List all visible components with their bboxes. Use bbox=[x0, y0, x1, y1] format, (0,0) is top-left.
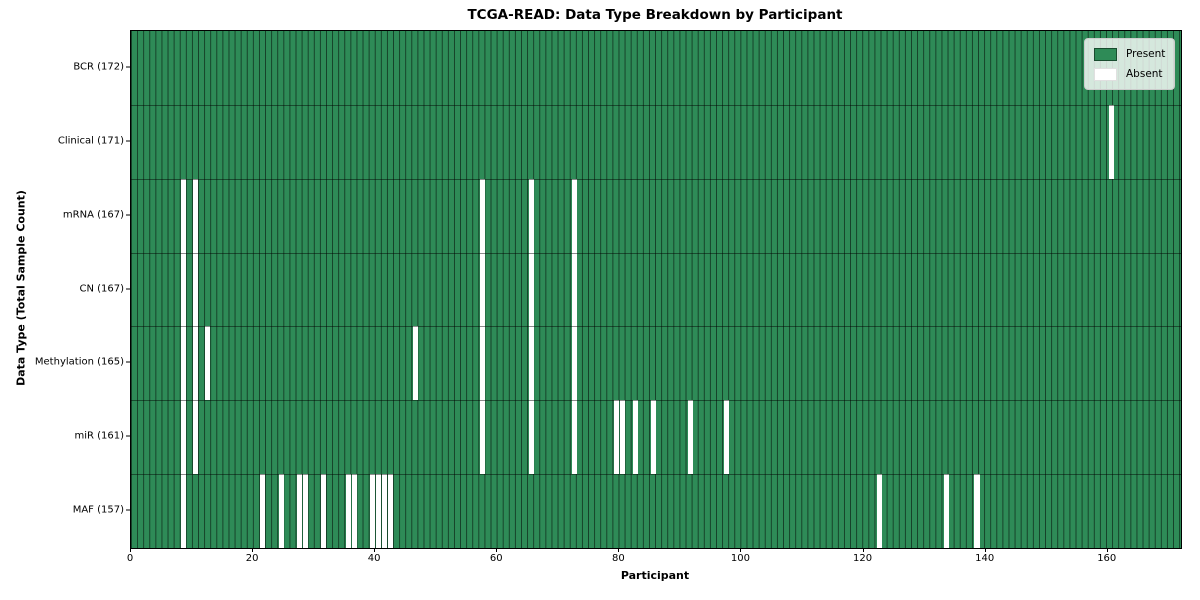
absent-bar bbox=[528, 326, 534, 401]
absent-bar bbox=[193, 400, 199, 475]
absent-bar bbox=[650, 400, 656, 475]
absent-bar bbox=[614, 400, 620, 475]
absent-bar bbox=[571, 400, 577, 475]
x-tick-mark bbox=[130, 548, 131, 552]
x-tick-mark bbox=[252, 548, 254, 552]
absent-bar bbox=[528, 400, 534, 475]
absent-bar bbox=[388, 474, 394, 548]
x-tick-mark bbox=[374, 548, 376, 552]
plot-area bbox=[130, 30, 1182, 549]
absent-bar bbox=[180, 400, 186, 475]
y-tick-mark bbox=[126, 214, 130, 216]
row-separator bbox=[131, 104, 1181, 106]
absent-bar bbox=[620, 400, 626, 475]
row-separator bbox=[131, 474, 1181, 476]
y-tick-mark bbox=[126, 66, 130, 68]
x-tick-label: 0 bbox=[126, 553, 134, 564]
absent-bar bbox=[321, 474, 327, 548]
chart-title: TCGA-READ: Data Type Breakdown by Partic… bbox=[467, 7, 843, 23]
row-separator bbox=[131, 400, 1181, 402]
absent-bar bbox=[943, 474, 949, 548]
x-tick-mark bbox=[740, 548, 742, 552]
absent-bar bbox=[180, 178, 186, 253]
row-separator bbox=[131, 326, 1181, 328]
absent-bar bbox=[351, 474, 357, 548]
y-tick-label: mRNA (167) bbox=[62, 209, 124, 221]
x-tick-label: 20 bbox=[245, 553, 259, 564]
absent-bar bbox=[382, 474, 388, 548]
absent-bar bbox=[296, 474, 302, 548]
absent-bar bbox=[632, 400, 638, 475]
x-tick-mark bbox=[1106, 548, 1108, 552]
absent-bar bbox=[479, 178, 486, 253]
x-tick-label: 100 bbox=[730, 553, 750, 564]
absent-bar bbox=[687, 400, 693, 475]
absent-bar bbox=[412, 326, 418, 401]
legend-label-present: Present bbox=[1126, 48, 1166, 60]
absent-bar bbox=[278, 474, 284, 548]
row-separator bbox=[131, 252, 1181, 254]
legend-entry-absent: Absent bbox=[1094, 64, 1165, 84]
y-tick-label: Methylation (165) bbox=[34, 356, 124, 368]
x-tick-mark bbox=[496, 548, 498, 552]
x-tick-mark bbox=[862, 548, 864, 552]
absent-bar bbox=[571, 178, 577, 253]
absent-bar bbox=[302, 474, 309, 548]
absent-bar bbox=[345, 474, 351, 548]
y-tick-label: CN (167) bbox=[79, 283, 124, 294]
absent-bar bbox=[724, 400, 730, 475]
absent-bar bbox=[205, 326, 211, 401]
present-swatch bbox=[1094, 47, 1117, 61]
x-axis-title: Participant bbox=[620, 569, 690, 582]
absent-bar bbox=[180, 474, 186, 548]
absent-bar bbox=[479, 400, 486, 475]
absent-bar bbox=[260, 474, 266, 548]
absent-bar bbox=[479, 326, 486, 401]
y-tick-mark bbox=[126, 509, 130, 511]
absent-bar bbox=[193, 326, 199, 401]
absent-bar bbox=[528, 252, 534, 327]
legend-entry-present: Present bbox=[1094, 44, 1165, 64]
y-tick-label: Clinical (171) bbox=[57, 135, 124, 147]
absent-bar bbox=[193, 252, 199, 327]
y-tick-label: BCR (172) bbox=[73, 61, 124, 73]
x-tick-mark bbox=[984, 548, 986, 552]
x-tick-label: 160 bbox=[1097, 553, 1117, 564]
absent-bar bbox=[180, 252, 186, 327]
absent-bar bbox=[571, 326, 577, 401]
absent-bar bbox=[876, 474, 882, 548]
y-tick-mark bbox=[126, 288, 130, 289]
absent-bar bbox=[370, 474, 376, 548]
absent-bar bbox=[193, 178, 199, 253]
x-tick-mark bbox=[618, 548, 620, 552]
x-tick-label: 80 bbox=[611, 553, 625, 564]
bar-edge-lines bbox=[131, 31, 1181, 548]
absent-bar bbox=[974, 474, 980, 548]
y-tick-label: miR (161) bbox=[74, 430, 124, 442]
legend: Present Absent bbox=[1084, 38, 1176, 90]
y-tick-label: MAF (157) bbox=[72, 504, 124, 516]
y-tick-mark bbox=[126, 435, 130, 437]
absent-bar bbox=[1108, 104, 1114, 179]
absent-bar bbox=[479, 252, 486, 327]
absent-swatch bbox=[1094, 67, 1117, 81]
row-separator bbox=[131, 178, 1181, 180]
x-tick-label: 140 bbox=[975, 553, 995, 564]
absent-bar bbox=[376, 474, 382, 548]
y-tick-mark bbox=[126, 361, 130, 363]
x-tick-label: 60 bbox=[489, 553, 503, 564]
absent-bar bbox=[180, 326, 186, 401]
y-tick-mark bbox=[126, 140, 130, 142]
absent-bar bbox=[571, 252, 577, 327]
absent-bar bbox=[528, 178, 534, 253]
legend-label-absent: Absent bbox=[1126, 68, 1163, 80]
x-tick-label: 40 bbox=[367, 553, 381, 564]
x-tick-label: 120 bbox=[853, 553, 873, 564]
